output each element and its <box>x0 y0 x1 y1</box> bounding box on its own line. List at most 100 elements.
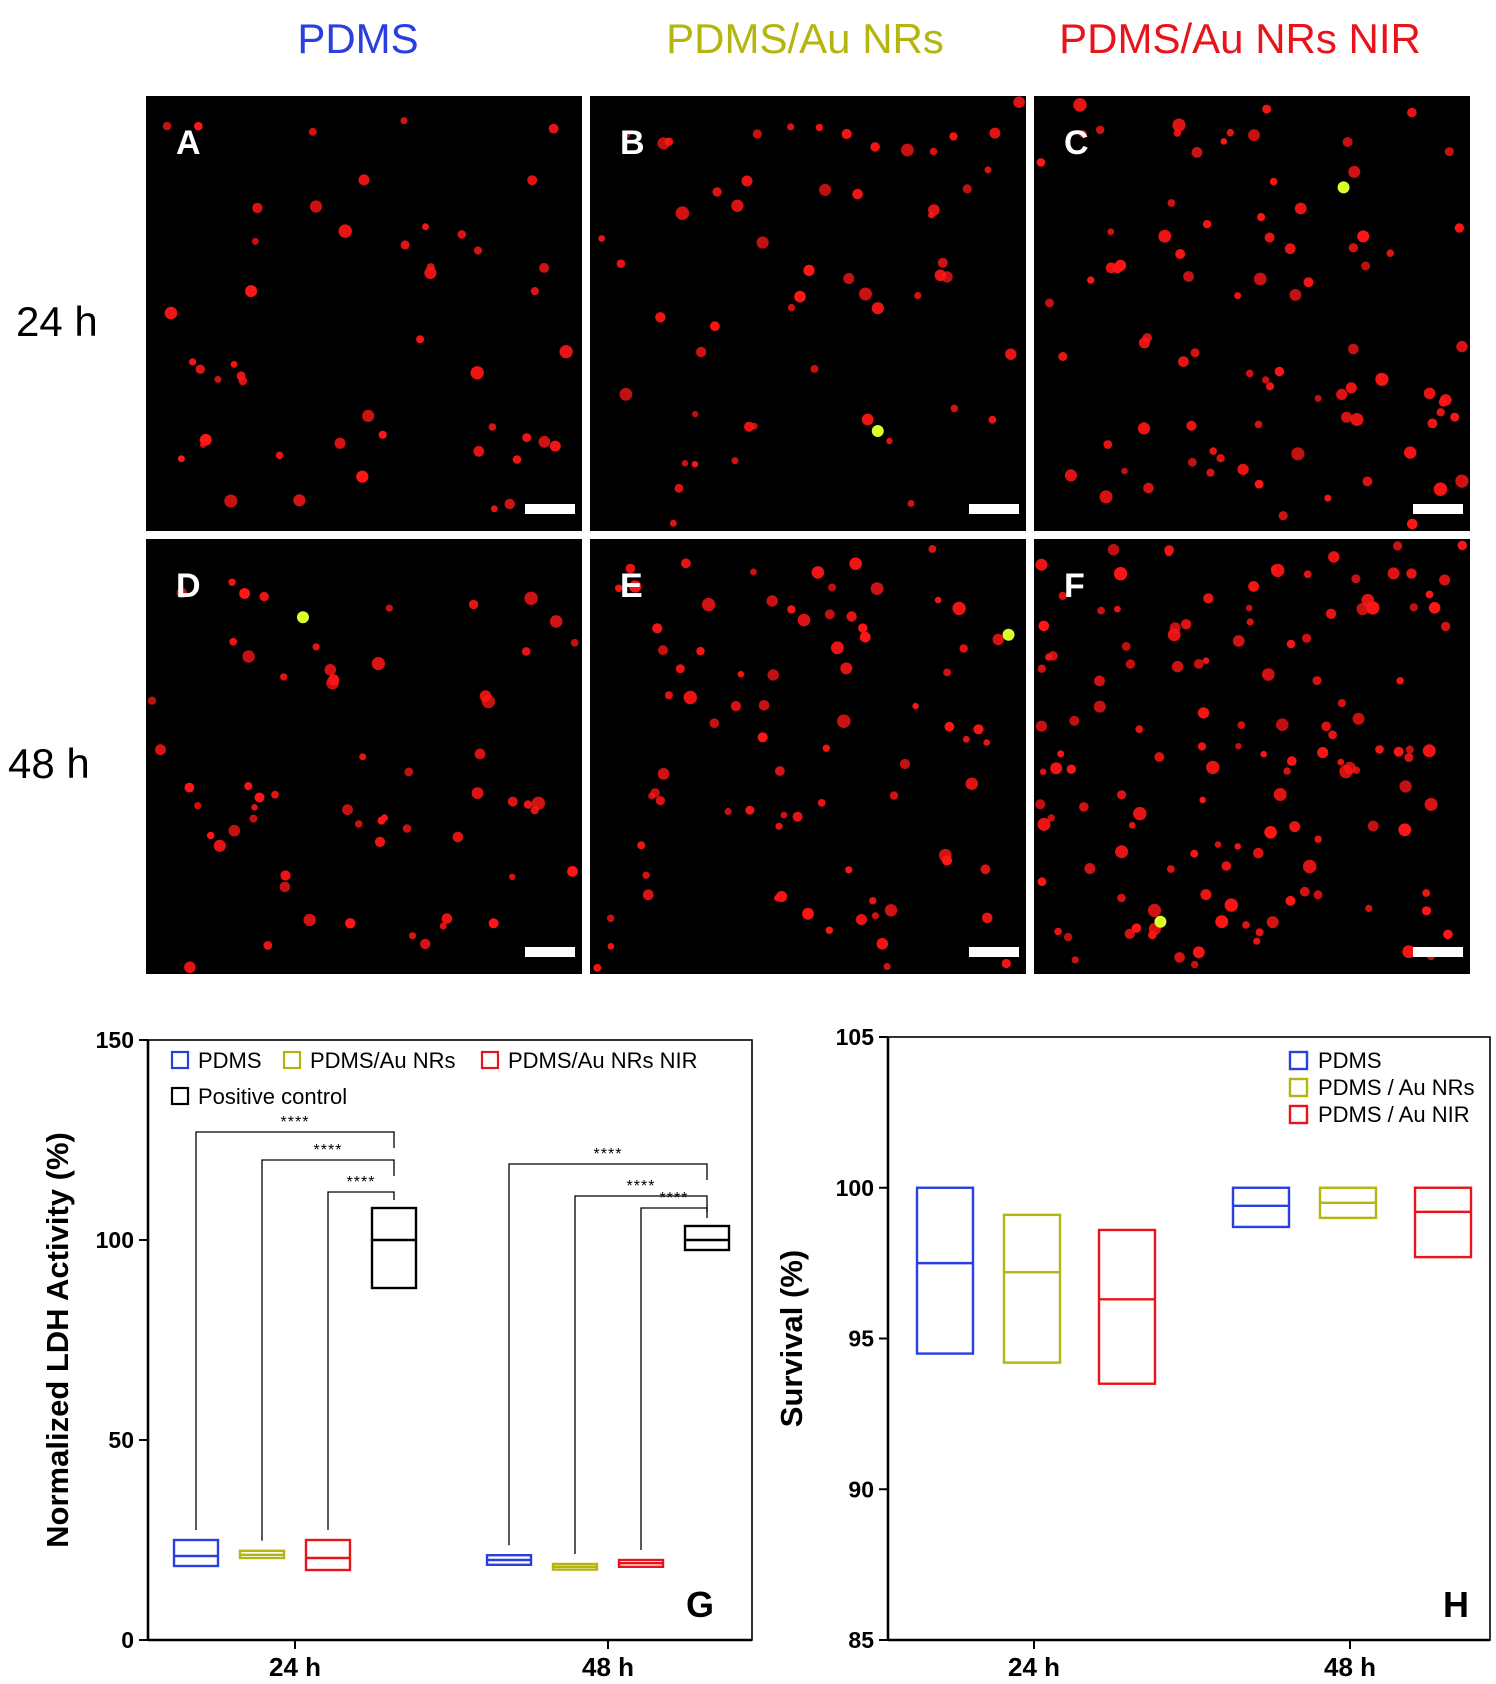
dead-cell <box>1328 551 1340 563</box>
dead-cell <box>1409 603 1418 612</box>
dead-cell <box>1097 606 1105 615</box>
dead-cell <box>1444 147 1454 157</box>
dead-cell <box>992 633 1004 646</box>
dead-cell <box>1405 745 1414 754</box>
dead-cell <box>245 285 258 298</box>
dead-cell <box>1124 928 1136 939</box>
dead-cell <box>683 690 697 705</box>
dead-cell <box>928 545 937 553</box>
dead-cell <box>1422 744 1436 758</box>
dead-cell <box>259 591 269 602</box>
dead-cell <box>846 611 857 622</box>
dead-cell <box>1125 659 1136 669</box>
panel-label-h: H <box>1443 1584 1469 1625</box>
dead-cell <box>674 483 684 493</box>
y-tick-label: 150 <box>96 1027 134 1053</box>
dead-cell <box>488 918 499 929</box>
significance-label: **** <box>627 1178 656 1195</box>
panel-label: C <box>1064 124 1089 162</box>
dead-cell <box>1404 446 1417 459</box>
dead-cell <box>840 662 853 675</box>
significance-bracket <box>327 1191 395 1530</box>
dead-cell <box>1439 574 1451 586</box>
dead-cell <box>1172 118 1186 132</box>
dead-cell <box>200 441 207 448</box>
significance-label: **** <box>314 1142 343 1159</box>
dead-cell <box>504 498 515 510</box>
dead-cell <box>356 470 369 483</box>
dead-cell <box>1232 635 1245 647</box>
dead-cell <box>1350 413 1364 426</box>
live-cell <box>1154 915 1167 928</box>
y-tick-label: 50 <box>108 1427 134 1453</box>
column-title-pdms-au-nrs-nir: PDMS/Au NRs NIR <box>1059 15 1421 62</box>
dead-cell <box>1037 664 1047 673</box>
dead-cell <box>980 864 991 875</box>
dead-cell <box>1253 272 1267 286</box>
dead-cell <box>1398 823 1412 837</box>
legend-swatch <box>1288 1050 1309 1071</box>
dead-cell <box>750 422 758 430</box>
dead-cell <box>1186 420 1197 431</box>
dead-cell <box>1143 482 1154 494</box>
dead-cell <box>358 174 370 186</box>
dead-cell <box>1457 540 1468 551</box>
dead-cell <box>345 918 356 929</box>
dead-cell <box>1348 343 1359 355</box>
dead-cell <box>849 557 862 570</box>
dead-cell <box>1197 707 1210 719</box>
box-2-0 <box>1097 1228 1157 1385</box>
dead-cell <box>1276 718 1289 731</box>
dead-cell <box>1387 567 1400 580</box>
dead-cell <box>1133 806 1147 821</box>
dead-cell <box>859 631 871 643</box>
legend-swatch <box>170 1050 190 1070</box>
dead-cell <box>650 788 660 798</box>
dead-cell <box>675 206 690 220</box>
dead-cell <box>1427 418 1438 429</box>
dead-cell <box>1169 622 1181 634</box>
dead-cell <box>371 657 385 671</box>
dead-cell <box>1302 633 1312 643</box>
dead-cell <box>1375 745 1384 754</box>
micrograph-background <box>590 96 1026 531</box>
dead-cell <box>1234 292 1242 300</box>
dead-cell <box>308 127 317 136</box>
dead-cell <box>1265 382 1275 391</box>
dead-cell <box>1255 928 1264 937</box>
dead-cell <box>239 588 251 599</box>
dead-cell <box>404 767 414 777</box>
dead-cell <box>1317 747 1329 759</box>
dead-cell <box>787 123 795 131</box>
dead-cell <box>507 796 518 807</box>
dead-cell <box>1115 845 1129 859</box>
dead-cell <box>1396 677 1404 685</box>
dead-cell <box>912 702 919 710</box>
dead-cell <box>962 184 972 194</box>
dead-cell <box>962 735 970 743</box>
dead-cell <box>1013 96 1025 108</box>
dead-cell <box>1245 604 1253 612</box>
dead-cell <box>378 430 387 439</box>
dead-cell <box>709 718 720 728</box>
dead-cell <box>548 123 559 134</box>
dead-cell <box>385 604 393 612</box>
dead-cell <box>1039 768 1047 776</box>
dead-cell <box>724 807 732 816</box>
dead-cell <box>242 650 255 663</box>
dead-cell <box>901 143 914 157</box>
dead-cell <box>309 200 323 213</box>
dead-cell <box>1164 545 1174 555</box>
dead-cell <box>811 566 825 579</box>
dead-cell <box>1365 904 1373 913</box>
dead-cell <box>655 796 666 806</box>
dead-cell <box>752 129 762 139</box>
y-tick-label: 90 <box>848 1476 874 1502</box>
micrograph-background <box>146 96 582 531</box>
dead-cell <box>831 641 844 655</box>
dead-cell <box>380 814 388 822</box>
dead-cell <box>244 782 253 791</box>
dead-cell <box>312 643 320 651</box>
dead-cell <box>1402 945 1416 959</box>
y-tick-label: 105 <box>836 1024 875 1050</box>
